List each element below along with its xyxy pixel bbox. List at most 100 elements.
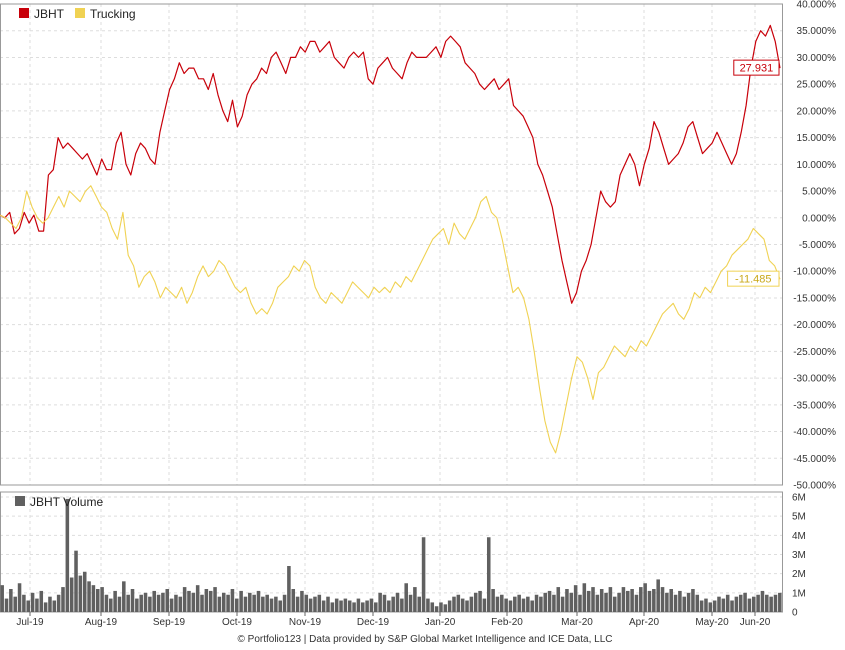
volume-bar (460, 598, 465, 612)
volume-bar (504, 598, 508, 612)
volume-bar (304, 594, 309, 612)
volume-bar (517, 594, 521, 612)
volume-bar (712, 600, 717, 612)
volume-bar (591, 587, 595, 612)
series-line-trucking (0, 185, 781, 454)
volume-legend: JBHT Volume (15, 495, 103, 509)
volume-bar (22, 594, 26, 612)
volume-bar (452, 596, 456, 612)
volume-bar (678, 590, 682, 612)
volume-bar (556, 587, 561, 612)
volume-bar (139, 594, 143, 612)
y-tick-label: -25.000% (793, 347, 836, 358)
volume-bar (738, 594, 743, 612)
volume-bar (187, 590, 191, 612)
volume-bar (287, 566, 291, 612)
volume-bar (148, 596, 152, 612)
volume-bar (704, 598, 708, 612)
x-tick-label: May-20 (695, 617, 729, 628)
legend-swatch-jbht (19, 8, 29, 18)
volume-bar (495, 596, 500, 612)
x-axis: Jul-19 Aug-19 Sep-19 Oct-19 Nov-19 Dec-19 Jan-… (16, 612, 771, 628)
volume-bar (308, 598, 313, 612)
x-tick-label: Oct-19 (222, 617, 252, 628)
volume-bar (730, 600, 734, 612)
volume-bar (747, 598, 752, 612)
volume-bar (421, 537, 426, 612)
volume-bar (582, 583, 587, 612)
volume-bar (56, 594, 61, 612)
volume-y-axis: 6M 5M 4M 3M 2M 1M 0 (792, 493, 806, 619)
volume-bar (9, 589, 13, 612)
volume-bar (521, 598, 526, 612)
volume-bar (230, 589, 235, 612)
volume-chart-title: JBHT Volume (30, 495, 103, 509)
volume-bar (39, 590, 44, 612)
volume-bar (13, 596, 17, 612)
volume-bar (360, 602, 365, 612)
y-tick-label: 10.000% (797, 160, 837, 171)
volume-bar (300, 590, 304, 612)
volume-bar (69, 577, 74, 612)
volume-bar (347, 600, 352, 612)
volume-bar (439, 602, 443, 612)
volume-bar (447, 600, 452, 612)
volume-bar (708, 602, 713, 612)
volume-bar (586, 590, 591, 612)
volume-bar (52, 600, 57, 612)
volume-bar (161, 592, 165, 612)
volume-bar (673, 594, 678, 612)
volume-bar (104, 594, 109, 612)
volume-bar (17, 583, 22, 612)
volume-bar (165, 589, 170, 612)
volume-bar (122, 581, 126, 612)
volume-bar (765, 594, 769, 612)
volume-bar (569, 592, 574, 612)
volume-bar (235, 598, 239, 612)
volume-bar (408, 594, 413, 612)
volume-bar (721, 598, 726, 612)
volume-bar (195, 585, 200, 612)
volume-bar (174, 594, 178, 612)
volume-bar (208, 590, 213, 612)
volume-bar (182, 587, 187, 612)
volume-bar (265, 594, 269, 612)
volume-bar (734, 596, 739, 612)
volume-bar (686, 592, 691, 612)
volume-bar (95, 589, 100, 612)
volume-bar (369, 598, 374, 612)
volume-bar (221, 592, 226, 612)
x-tick-label: Jan-20 (425, 617, 456, 628)
volume-bar (278, 600, 282, 612)
main-legend: JBHT Trucking (19, 7, 136, 21)
volume-bar (443, 604, 448, 612)
volume-bar (652, 589, 656, 612)
volume-bar (482, 598, 487, 612)
y-tick-label: 15.000% (797, 133, 837, 144)
volume-bar (295, 596, 300, 612)
volume-bar (317, 594, 322, 612)
volume-bar (465, 600, 469, 612)
volume-bar (608, 587, 613, 612)
volume-bar (682, 596, 687, 612)
volume-bar (382, 594, 387, 612)
volume-bar (699, 600, 704, 612)
volume-gridlines (0, 496, 782, 613)
volume-bar (65, 498, 70, 612)
volume-bar (530, 600, 534, 612)
volume-y-tick-label: 4M (792, 531, 806, 542)
volume-bar (691, 589, 695, 612)
y-tick-label: 30.000% (797, 53, 837, 64)
end-labels: 27.931 -11.485 (727, 59, 780, 287)
volume-bar (356, 598, 361, 612)
y-tick-label: -30.000% (793, 374, 836, 385)
volume-bar (508, 600, 513, 612)
volume-bar (248, 592, 252, 612)
volume-bar (725, 594, 730, 612)
volume-bar (226, 594, 230, 612)
y-tick-label: -10.000% (793, 267, 836, 278)
volume-bar (778, 592, 782, 612)
volume-bar (156, 594, 161, 612)
volume-bar (417, 596, 422, 612)
